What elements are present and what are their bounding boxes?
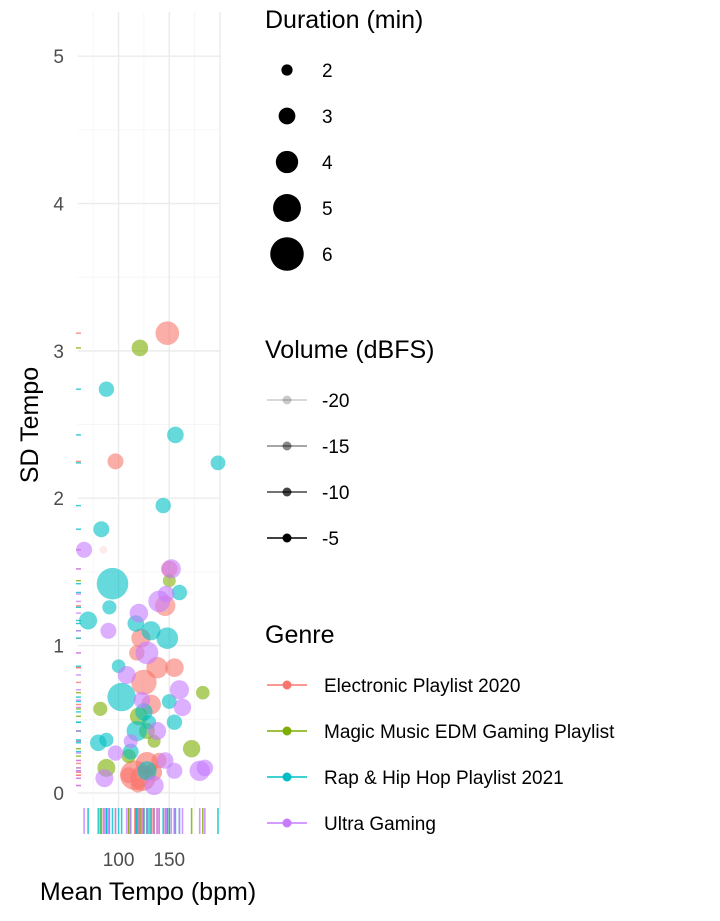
y-tick-label: 0 — [53, 784, 64, 805]
genre-legend-label: Electronic Playlist 2020 — [324, 676, 520, 697]
scatter-point — [148, 722, 167, 740]
genre-legend-label: Ultra Gaming — [324, 814, 436, 835]
genre-legend-key — [282, 772, 292, 782]
y-tick-label: 4 — [53, 195, 64, 216]
volume-legend-key — [282, 487, 292, 497]
y-tick-label: 2 — [53, 489, 64, 510]
genre-legend-label: Magic Music EDM Gaming Playlist — [324, 722, 615, 743]
scatter-point — [100, 622, 117, 639]
volume-legend-label: -20 — [322, 391, 349, 412]
scatter-point — [148, 590, 170, 613]
size-legend-key — [273, 194, 301, 222]
y-tick-label: 5 — [53, 47, 64, 68]
volume-legend: Volume (dBFS) -20 -15 -10 -5 — [265, 336, 435, 550]
scatter-point — [173, 698, 192, 717]
scatter-point — [98, 381, 115, 397]
scatter-points — [76, 321, 226, 796]
volume-legend-key — [282, 441, 292, 451]
genre-legend-title: Genre — [265, 621, 334, 649]
y-axis-title: SD Tempo — [16, 367, 44, 483]
rug-marks — [76, 332, 219, 834]
scatter-point — [169, 680, 189, 700]
volume-legend-label: -10 — [322, 483, 349, 504]
size-legend-label: 5 — [322, 199, 333, 220]
genre-legend: Genre Electronic Playlist 2020 Magic Musi… — [265, 621, 615, 835]
size-legend-title: Duration (min) — [265, 6, 423, 34]
scatter-point — [156, 752, 174, 769]
scatter-point — [137, 761, 157, 781]
scatter-point — [122, 743, 139, 760]
size-legend: Duration (min) 2 3 4 5 6 — [265, 6, 423, 271]
scatter-point — [165, 658, 184, 677]
scatter-point — [117, 666, 136, 684]
size-legend-key — [281, 64, 293, 76]
scatter-point — [166, 714, 183, 730]
size-legend-label: 2 — [322, 61, 333, 82]
scatter-point — [155, 497, 171, 514]
y-tick-label: 1 — [53, 637, 64, 658]
scatter-point — [167, 426, 184, 444]
size-legend-label: 6 — [322, 245, 333, 266]
scatter-point — [155, 321, 180, 346]
volume-legend-label: -5 — [322, 529, 339, 550]
scatter-point — [95, 769, 114, 788]
size-legend-key — [270, 237, 304, 271]
scatter-point — [107, 682, 136, 712]
scatter-point — [135, 641, 159, 665]
scatter-point — [131, 669, 157, 696]
volume-legend-title: Volume (dBFS) — [265, 336, 435, 364]
scatter-point — [196, 685, 210, 700]
size-legend-key — [278, 107, 296, 125]
scatter-point — [156, 627, 179, 649]
scatter-point — [93, 521, 110, 538]
genre-legend-key — [282, 726, 292, 736]
genre-legend-key — [282, 680, 292, 690]
scatter-point — [129, 603, 149, 623]
scatter-point — [196, 759, 214, 777]
genre-legend-label: Rap & Hip Hop Playlist 2021 — [324, 768, 564, 789]
scatter-point — [123, 734, 138, 749]
scatter-point — [99, 732, 114, 748]
y-axis-ticks: 0 1 2 3 4 5 — [53, 47, 64, 805]
scatter-point — [131, 339, 149, 357]
scatter-point — [141, 621, 161, 641]
scatter-point — [133, 691, 151, 709]
volume-legend-label: -15 — [322, 437, 349, 458]
scatter-point — [161, 694, 177, 709]
genre-legend-key — [282, 818, 292, 828]
size-legend-key — [275, 150, 299, 174]
scatter-point — [79, 611, 98, 630]
scatter-point — [171, 584, 188, 601]
scatter-point — [93, 701, 108, 717]
scatter-point — [102, 600, 117, 615]
volume-legend-key — [282, 533, 292, 543]
x-axis-title: Mean Tempo (bpm) — [40, 878, 256, 906]
size-legend-label: 4 — [322, 153, 333, 174]
volume-legend-key — [282, 395, 292, 405]
x-axis-ticks: 100 150 — [103, 850, 185, 871]
size-legend-label: 3 — [322, 107, 333, 128]
scatter-point — [96, 567, 129, 600]
x-tick-label: 100 — [103, 850, 135, 871]
scatter-point — [161, 559, 181, 579]
scatter-point — [107, 745, 124, 761]
y-tick-label: 3 — [53, 342, 64, 363]
scatter-point — [76, 541, 93, 558]
scatter-point — [144, 775, 164, 796]
scatter-point — [107, 453, 124, 470]
scatter-point — [182, 740, 201, 758]
x-tick-label: 150 — [153, 850, 185, 871]
scatter-point — [210, 455, 226, 471]
scatter-point — [130, 778, 145, 793]
scatter-point — [99, 545, 108, 554]
